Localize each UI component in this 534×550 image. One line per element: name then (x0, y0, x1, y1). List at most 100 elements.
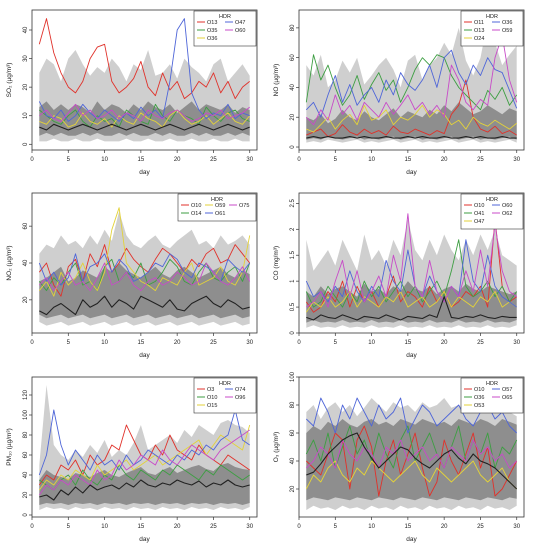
inner-range-band (39, 463, 250, 505)
x-tick-label: 10 (101, 157, 108, 163)
x-tick-label: 25 (477, 157, 484, 163)
chart-co: 0 5 10 15 20 25 30 0 0.5 1 1.5 2 2.5 day CO (mg/m³) HDR… (273, 192, 525, 359)
y-tick-label: 100 (290, 371, 296, 382)
legend-entry-o59: O59 (215, 203, 225, 209)
series-line-o60 (305, 239, 517, 308)
median-line (39, 295, 250, 316)
series-line-o75 (38, 262, 251, 292)
series-line-o59 (38, 207, 251, 297)
legend-entry-o13: O13 (207, 20, 217, 26)
y-tick-label: 60 (23, 222, 29, 229)
legend-title: HDR (219, 14, 231, 20)
inner-range-band (39, 263, 250, 319)
x-tick-label: 0 (30, 340, 34, 346)
y-tick-label: 30 (23, 55, 29, 62)
series-line-o65 (305, 439, 518, 469)
x-tick-label: 15 (138, 524, 145, 530)
legend-entry-o36: O36 (207, 36, 217, 42)
x-tick-label: 25 (210, 340, 217, 346)
chart-no: 0 5 10 15 20 25 30 0 20 40 60 80 day NO (µg/m³) HDRO11… (273, 9, 525, 176)
y-tick-label: 20 (23, 491, 29, 498)
x-axis-label: day (406, 536, 417, 543)
x-tick-label: 25 (210, 524, 217, 530)
x-tick-label: 15 (138, 157, 145, 163)
median-line (306, 432, 518, 490)
series-line-o41 (305, 239, 518, 308)
y-tick-label: 60 (290, 54, 296, 61)
series-line-o53 (305, 460, 518, 490)
series-line-o62 (306, 213, 517, 308)
inner-range-band (306, 419, 517, 501)
x-tick-label: 10 (368, 340, 375, 346)
series-line-o60 (39, 103, 250, 122)
legend-entry-o41: O41 (474, 211, 484, 217)
y-tick-label: 100 (23, 409, 29, 420)
legend-entry-o96: O96 (235, 395, 245, 401)
x-tick-label: 5 (67, 340, 71, 346)
panel-no: 0 5 10 15 20 25 30 0 20 40 60 80 day NO (µg/m³) HDR O11… (267, 0, 534, 183)
y-axis-label: O₃ (µg/m³) (273, 432, 280, 463)
x-tick-label: 0 (297, 157, 301, 163)
legend-entry-o53: O53 (474, 403, 484, 409)
y-tick-label: 0 (290, 145, 296, 149)
legend-box (460, 377, 524, 414)
legend-title: HDR (486, 197, 498, 203)
panel-so2: 0 5 10 15 20 25 30 0 10 20 30 40 day SO₂ (µg/m³) HDR O1… (0, 0, 267, 183)
legend-entry-o10: O10 (474, 387, 484, 393)
x-tick-label: 15 (405, 340, 412, 346)
x-axis-label: day (406, 169, 417, 176)
legend-entry-o60: O60 (235, 28, 245, 34)
legend-title: HDR (486, 14, 498, 20)
legend-entry-o3: O3 (207, 387, 214, 393)
legend-box (460, 193, 524, 230)
y-tick-label: 20 (23, 83, 29, 90)
x-axis-label: day (406, 352, 417, 359)
series-line-o96 (38, 429, 250, 496)
legend-entry-o60: O60 (502, 203, 512, 209)
legend-entry-o11: O11 (474, 20, 484, 26)
x-tick-label: 20 (174, 340, 181, 346)
x-tick-label: 15 (405, 524, 412, 530)
series-line-o59 (305, 34, 518, 126)
y-tick-label: 20 (23, 296, 29, 303)
x-tick-label: 20 (174, 157, 181, 163)
x-axis-label: day (139, 169, 150, 176)
inner-range-band (306, 281, 517, 323)
median-line (39, 479, 250, 501)
panel-o3: 0 5 10 15 20 25 30 20 40 60 80 100 day O₃ (µg/m³) HDR O… (267, 367, 534, 550)
panel-no2: 0 5 10 15 20 25 30 20 40 60 day NO₂ (µg/m³) HDR O10 O1… (0, 183, 267, 366)
x-tick-label: 25 (210, 157, 217, 163)
series-line-o47 (38, 18, 250, 122)
median-line (39, 123, 250, 131)
legend-entry-o47: O47 (235, 20, 245, 26)
x-tick-label: 0 (30, 524, 34, 530)
x-tick-label: 5 (67, 157, 71, 163)
legend-title: HDR (486, 381, 498, 387)
y-tick-label: 0 (23, 142, 29, 146)
series-line-o14 (38, 258, 251, 292)
legend-entry-o10: O10 (191, 203, 201, 209)
y-tick-label: 20 (290, 113, 296, 120)
x-tick-label: 15 (405, 157, 412, 163)
x-tick-label: 10 (101, 524, 108, 530)
x-tick-label: 30 (513, 524, 520, 530)
y-axis-label: SO₂ (µg/m³) (6, 63, 13, 98)
series-line-o10 (39, 464, 250, 491)
x-tick-label: 20 (174, 524, 181, 530)
y-axis-label: NO (µg/m³) (273, 64, 280, 97)
y-axis-label: NO₂ (µg/m³) (6, 245, 13, 280)
x-tick-label: 0 (297, 524, 301, 530)
x-tick-label: 30 (246, 340, 253, 346)
y-tick-label: 40 (290, 457, 296, 464)
series-line-o13 (38, 18, 250, 100)
x-tick-label: 15 (138, 340, 145, 346)
median-line (306, 136, 517, 139)
y-tick-label: 40 (23, 259, 29, 266)
series-line-o36 (305, 425, 518, 469)
panel-co: 0 5 10 15 20 25 30 0 0.5 1 1.5 2 2.5 day CO (mg/m³) HDR… (267, 183, 534, 366)
x-tick-label: 20 (441, 340, 448, 346)
inner-range-band (306, 102, 517, 140)
x-tick-label: 20 (441, 524, 448, 530)
